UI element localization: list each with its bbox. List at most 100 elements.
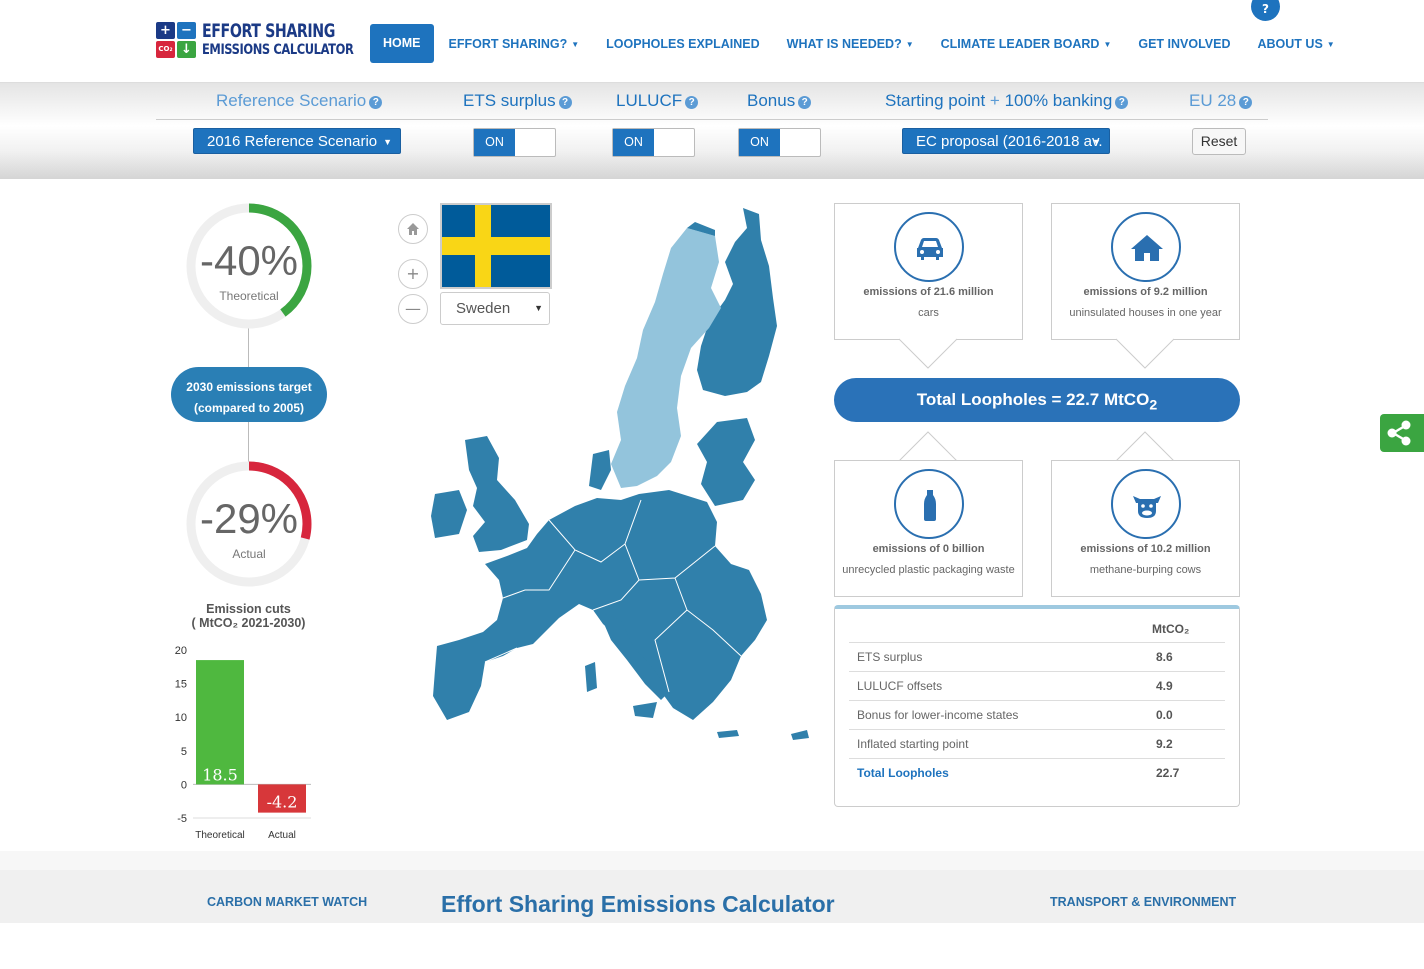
lulucf-label: LULUCF? xyxy=(616,91,699,111)
bar-data-label: 18.5 xyxy=(202,765,238,784)
ets-surplus-toggle[interactable]: ON xyxy=(473,128,556,157)
map-borders xyxy=(484,499,742,693)
car-icon xyxy=(917,238,943,260)
x-tick-label: Actual xyxy=(268,830,296,841)
chevron-down-icon: ▼ xyxy=(1326,39,1335,49)
zoom-out-button[interactable]: — xyxy=(398,294,428,324)
ets-surplus-label: ETS surplus? xyxy=(463,91,572,111)
help-icon[interactable]: ? xyxy=(369,96,383,109)
site-logo[interactable]: + − CO₂ ↓ EFFORT SHARING EMISSIONS CALCU… xyxy=(156,20,354,62)
starting-point-label: Starting point + 100% banking? xyxy=(885,91,1129,111)
scenario-controls: Reference Scenario? ETS surplus? LULUCF?… xyxy=(0,83,1424,179)
bar-data-label: -4.2 xyxy=(267,793,298,812)
help-icon[interactable]: ? xyxy=(558,96,572,109)
card-icon-circle xyxy=(1111,469,1181,539)
reference-scenario-select[interactable]: 2016 Reference Scenario ▼ xyxy=(193,128,401,154)
map-region-sicily[interactable] xyxy=(633,702,657,718)
map-region-baltics[interactable] xyxy=(697,418,755,506)
connector-line xyxy=(248,325,249,369)
bar xyxy=(258,784,306,813)
minus-icon: — xyxy=(405,299,421,318)
target-badge: 2030 emissions target (compared to 2005) xyxy=(171,367,327,422)
map-region-ireland[interactable] xyxy=(431,490,467,538)
starting-point-select[interactable]: EC proposal (2016-2018 av. ▼ xyxy=(902,128,1110,154)
gauge-label: Theoretical xyxy=(219,289,279,303)
nav-loopholes-explained[interactable]: LOOPHOLES EXPLAINED xyxy=(606,36,760,51)
total-loopholes-banner: Total Loopholes = 22.7 MtCO2 xyxy=(834,378,1240,422)
logo-icon: + − CO₂ ↓ xyxy=(156,22,198,60)
gauge-value: -29% xyxy=(199,495,299,542)
gauge-value: -40% xyxy=(199,237,299,284)
share-button[interactable] xyxy=(1380,414,1424,452)
site-footer: CARBON MARKET WATCH Effort Sharing Emiss… xyxy=(0,851,1424,923)
home-icon xyxy=(407,223,419,235)
map-region-uk[interactable] xyxy=(465,436,529,552)
map-region-finland[interactable] xyxy=(697,208,777,396)
y-tick-label: 5 xyxy=(181,746,187,758)
eu28-label: EU 28? xyxy=(1189,91,1253,111)
nav-about-us[interactable]: ABOUT US ▼ xyxy=(1257,36,1335,51)
y-tick-label: 10 xyxy=(175,712,187,724)
cow-icon xyxy=(1133,496,1161,518)
table-row: Bonus for lower-income states 0.0 xyxy=(849,700,1225,729)
nav-effort-sharing[interactable]: EFFORT SHARING? ▼ xyxy=(448,36,580,51)
help-icon[interactable]: ? xyxy=(685,96,699,109)
loophole-card-plastic: emissions of 0 billion unrecycled plasti… xyxy=(834,460,1023,597)
europe-map[interactable] xyxy=(425,200,815,750)
map-region-sardinia[interactable] xyxy=(585,662,597,692)
table-row: LULUCF offsets 4.9 xyxy=(849,671,1225,700)
help-icon[interactable]: ? xyxy=(1251,0,1280,21)
divider xyxy=(156,119,1268,120)
country-flag xyxy=(440,203,552,289)
map-region-denmark[interactable] xyxy=(589,450,611,490)
dropdown-arrow-icon: ▼ xyxy=(1092,137,1101,147)
card-icon-circle xyxy=(1111,212,1181,282)
nav-home[interactable]: HOME xyxy=(370,24,434,63)
table-row: Inflated starting point 9.2 xyxy=(849,729,1225,758)
map-region-cyprus[interactable] xyxy=(791,730,809,740)
help-icon[interactable]: ? xyxy=(798,96,812,109)
bottle-icon xyxy=(924,490,936,521)
map-region-norway[interactable] xyxy=(687,222,715,236)
y-tick-label: 15 xyxy=(175,679,187,691)
gauge-ring xyxy=(186,203,312,329)
reset-button[interactable]: Reset xyxy=(1192,128,1246,155)
footer-link-transport-environment[interactable]: TRANSPORT & ENVIRONMENT xyxy=(1050,895,1237,909)
table-row: ETS surplus 8.6 xyxy=(849,642,1225,671)
loophole-card-cars: emissions of 21.6 million cars xyxy=(834,203,1023,340)
house-icon xyxy=(1131,235,1163,261)
gauge-progress-arc xyxy=(186,461,312,587)
nav-climate-leader-board[interactable]: CLIMATE LEADER BOARD ▼ xyxy=(940,36,1112,51)
map-region-crete[interactable] xyxy=(717,730,739,738)
bonus-toggle[interactable]: ON xyxy=(738,128,821,157)
footer-title: Effort Sharing Emissions Calculator xyxy=(441,891,835,917)
country-select[interactable]: Sweden ▼ xyxy=(440,292,550,325)
y-tick-label: 20 xyxy=(175,645,187,657)
table-header: MtCO₂ xyxy=(1152,622,1190,636)
plus-icon: + xyxy=(406,264,420,283)
y-tick-label: -5 xyxy=(177,813,187,825)
card-icon-circle xyxy=(894,469,964,539)
connector-line xyxy=(248,421,249,463)
table-row-total: Total Loopholes 22.7 xyxy=(849,758,1225,787)
footer-link-carbon-market-watch[interactable]: CARBON MARKET WATCH xyxy=(207,895,368,909)
help-icon[interactable]: ? xyxy=(1239,96,1253,109)
emission-cuts-title: Emission cuts ( MtCO₂ 2021-2030) xyxy=(191,602,306,630)
logo-subtitle: EMISSIONS CALCULATOR xyxy=(202,42,354,58)
reference-scenario-label: Reference Scenario? xyxy=(216,91,383,111)
map-home-button[interactable] xyxy=(398,214,428,244)
help-icon[interactable]: ? xyxy=(1115,96,1129,109)
lulucf-toggle[interactable]: ON xyxy=(612,128,695,157)
y-tick-label: 0 xyxy=(181,779,187,791)
nav-get-involved[interactable]: GET INVOLVED xyxy=(1138,36,1231,51)
card-icon-circle xyxy=(894,212,964,282)
site-header: + − CO₂ ↓ EFFORT SHARING EMISSIONS CALCU… xyxy=(0,0,1424,83)
nav-what-is-needed[interactable]: WHAT IS NEEDED? ▼ xyxy=(786,36,914,51)
main-nav: HOME EFFORT SHARING? ▼ LOOPHOLES EXPLAINE… xyxy=(370,24,1362,63)
chevron-down-icon: ▼ xyxy=(905,39,914,49)
map-region-italy[interactable] xyxy=(599,612,669,700)
map-region-sweden[interactable] xyxy=(611,228,721,488)
map-region-continental-eu[interactable] xyxy=(433,490,767,720)
logo-title: EFFORT SHARING xyxy=(202,20,335,42)
zoom-in-button[interactable]: + xyxy=(398,259,428,289)
